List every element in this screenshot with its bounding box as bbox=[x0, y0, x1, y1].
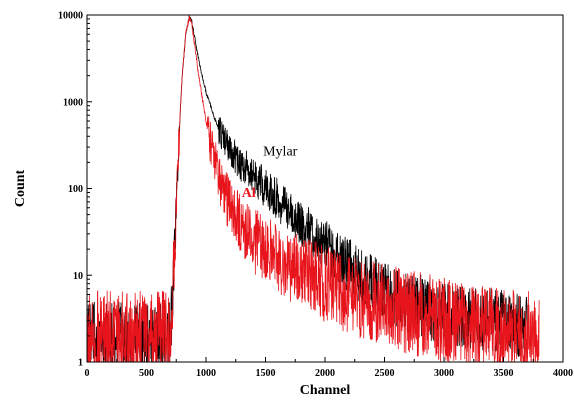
y-tick-label: 1000 bbox=[63, 97, 83, 108]
y-tick-label: 10000 bbox=[58, 11, 83, 22]
x-axis-title: Channel bbox=[300, 383, 351, 398]
series-line-al bbox=[86, 15, 540, 363]
x-tick-label: 2500 bbox=[375, 368, 395, 379]
chart-curves bbox=[86, 15, 540, 363]
series-annotations: Mylar Al bbox=[242, 145, 298, 201]
x-tick-label: 0 bbox=[85, 368, 90, 379]
y-axis: 1 10 100 1000 10000 bbox=[58, 11, 92, 369]
x-tick-label: 3500 bbox=[494, 368, 514, 379]
x-tick-label: 4000 bbox=[553, 368, 573, 379]
y-tick-label: 10 bbox=[73, 271, 83, 282]
x-tick-label: 1000 bbox=[196, 368, 216, 379]
x-axis: 0 500 1000 1500 2000 2500 3000 3500 4000 bbox=[85, 357, 573, 379]
y-tick-label: 100 bbox=[68, 184, 83, 195]
y-axis-title: Count bbox=[13, 169, 28, 207]
series-label-al: Al bbox=[242, 186, 256, 201]
x-tick-label: 2000 bbox=[315, 368, 335, 379]
x-tick-label: 1500 bbox=[256, 368, 276, 379]
x-tick-label: 3000 bbox=[434, 368, 454, 379]
x-tick-label: 500 bbox=[139, 368, 154, 379]
y-tick-label: 1 bbox=[78, 358, 83, 369]
series-label-mylar: Mylar bbox=[263, 145, 298, 160]
